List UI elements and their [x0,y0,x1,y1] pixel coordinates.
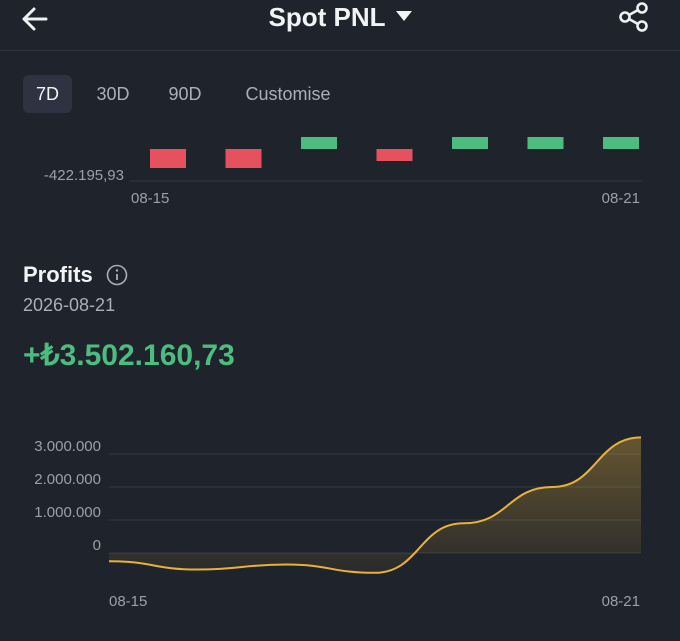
page-title-dropdown[interactable]: Spot PNL [0,0,680,34]
x-tick-label: 08-21 [602,593,640,610]
profits-value: +₺3.502.160,73 [23,339,235,372]
cumulative-profit-chart: 3.000.000 2.000.000 1.000.000 0 08-15 08-21 [34,436,642,610]
info-icon[interactable] [106,264,128,286]
share-icon[interactable] [618,2,650,32]
pnl-bar [301,137,337,149]
y-tick-label: 2.000.000 [34,471,101,488]
pnl-bar [225,149,262,168]
back-arrow-icon[interactable] [20,5,50,33]
profit-line [108,436,642,574]
profits-title: Profits [23,262,93,287]
x-tick-label: 08-15 [109,593,147,610]
y-tick-label: 1.000.000 [34,504,101,521]
daily-pnl-chart: -422.195,93 08-15 08-21 [44,137,642,207]
tab-90d[interactable]: 90D [168,84,202,104]
pnl-bar [376,149,413,161]
profit-area [109,437,641,573]
tab-customise[interactable]: Customise [245,84,331,104]
y-tick-label: -422.195,93 [44,167,124,184]
caret-down-icon [395,11,412,22]
tab-30d[interactable]: 30D [96,84,130,104]
x-tick-label: 08-15 [131,190,169,207]
header-bar: Spot PNL [0,0,680,51]
pnl-bar [150,149,186,168]
pnl-bar [603,137,639,149]
pnl-bar [527,137,564,149]
x-tick-label: 08-21 [602,190,640,207]
pnl-bar [452,137,488,149]
page-title: Spot PNL [268,2,386,32]
profits-date: 2026-08-21 [23,295,116,315]
tab-7d[interactable]: 7D [23,75,72,113]
y-tick-label: 3.000.000 [34,438,101,455]
y-tick-label: 0 [93,537,101,554]
